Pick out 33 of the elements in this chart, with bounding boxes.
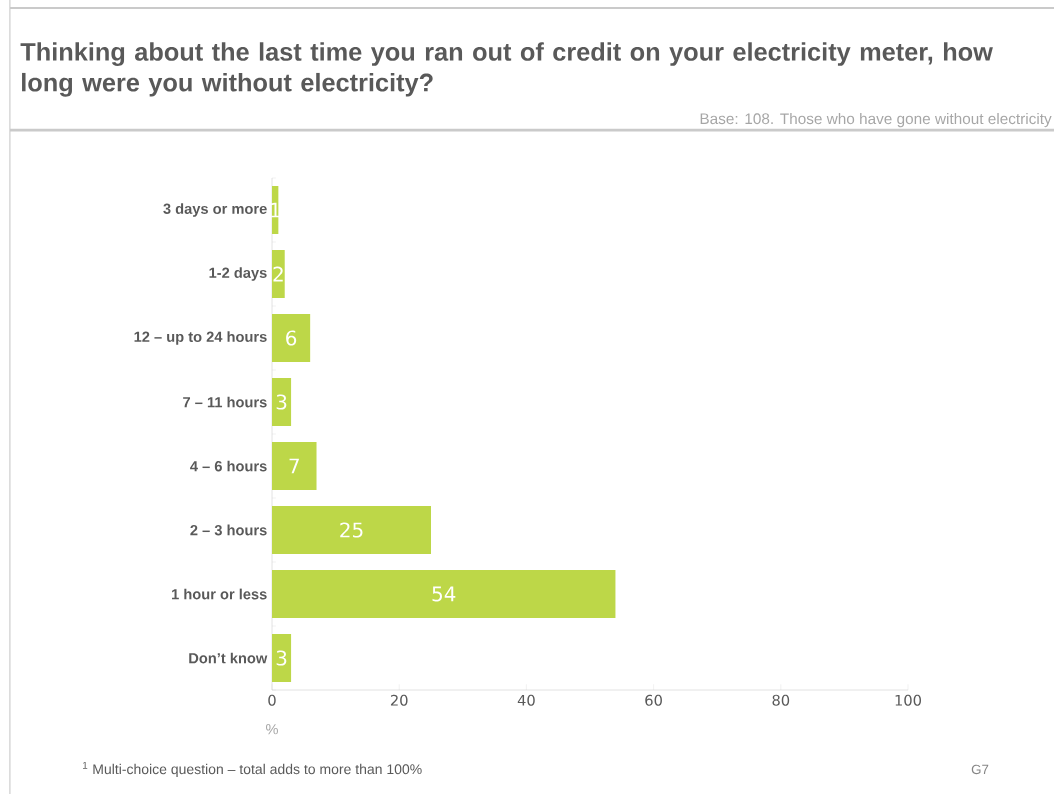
y-tick-label: 1-2 days [209,267,267,281]
x-tick-label: 60 [645,694,662,706]
data-label: 54 [432,586,456,602]
y-tick-label: Don’t know [189,652,268,664]
text: $^{1}$ Multi-choice question – total adds to more than 100% [83,761,422,777]
x-tick-label: 20 [390,694,408,706]
x-tick-label: 100 [895,694,922,706]
x-axis-title: % [266,724,278,735]
data-label: 2 [273,266,283,282]
data-label: 3 [276,394,287,410]
x-tick-label: 40 [517,694,535,706]
bar [272,250,285,299]
y-tick-label: 3 days or more [163,203,267,217]
chart-title: Thinking about the last time you ran out of credit on your electricity meter, how long were you without electricity? [20,42,993,97]
bar [272,314,311,363]
data-label: 7 [289,458,299,474]
text: G7 [971,764,989,775]
bar [272,506,431,555]
y-tick-label: 4 – 6 hours [190,460,267,472]
bar [272,442,317,491]
y-tick-label: 7 – 11 hours [183,396,267,408]
y-tick-label: 1 hour or less [172,588,267,600]
x-tick-label: 0 [268,694,276,706]
y-tick-label: 2 – 3 hours [190,524,267,536]
bar [272,634,292,683]
data-label: 25 [340,522,363,538]
bar [272,378,292,427]
x-tick-label: 80 [772,694,790,706]
data-label: 6 [286,330,297,346]
data-label: 3 [276,650,287,666]
bar [272,570,616,619]
y-tick-label: 12 – up to 24 hours [134,331,267,345]
text: Base: 108. Those who have gone without electricity [700,112,1052,128]
